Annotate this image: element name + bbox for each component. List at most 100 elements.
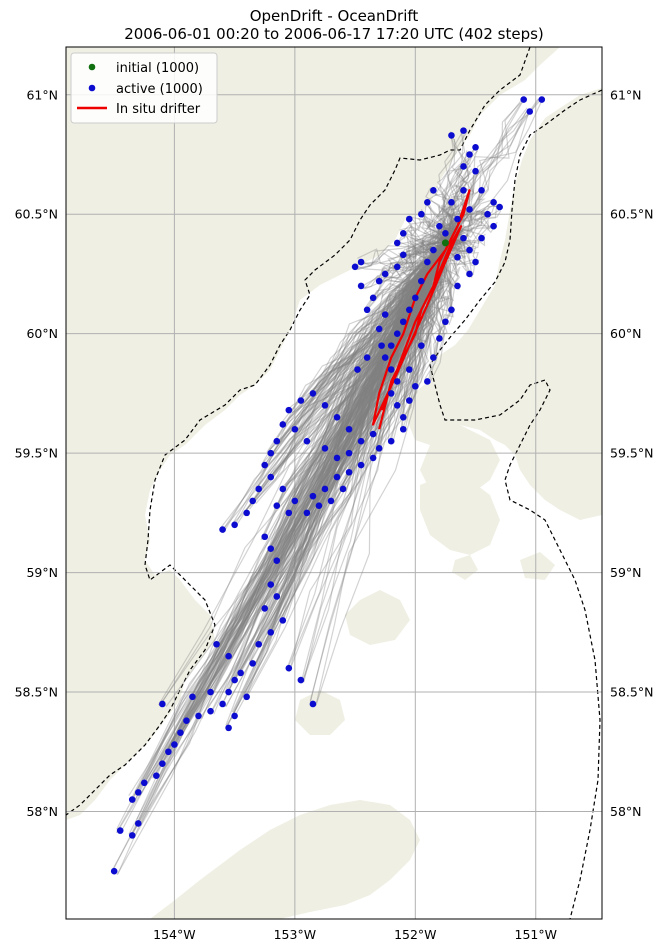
trajectory-line: [273, 242, 446, 562]
lat-tick-left-3: 59.5°N: [15, 446, 58, 461]
active-particle: [405, 366, 413, 373]
trajectory-line: [403, 242, 446, 417]
trajectory-line: [440, 238, 476, 255]
active-particle: [460, 187, 467, 194]
active-particle: [255, 485, 263, 493]
active-particle: [381, 311, 389, 318]
active-particle: [387, 342, 395, 349]
active-particle: [243, 693, 250, 701]
active-particle: [430, 187, 437, 194]
trajectory-line: [444, 134, 464, 244]
trajectory-line: [363, 242, 446, 290]
active-particle: [357, 461, 365, 469]
active-particle: [225, 688, 232, 696]
tick-labels: 58°N 58°N 58.5°N 58.5°N 59°N 59°N 59.5°N 59.5°N…: [15, 87, 654, 942]
active-particle: [418, 210, 425, 218]
trajectory-line: [332, 242, 446, 458]
active-particle: [393, 239, 401, 247]
trajectory-line: [368, 242, 446, 308]
trajectory-line: [170, 242, 446, 743]
trajectory-line: [375, 242, 446, 438]
trajectory-line: [349, 242, 446, 475]
trajectory-line: [387, 242, 446, 348]
trajectory-line: [440, 242, 462, 285]
trajectory-line: [120, 242, 446, 833]
trajectory-line: [441, 157, 469, 244]
trajectory-line: [286, 242, 446, 512]
trajectory-line: [133, 242, 446, 798]
trajectory-line: [426, 191, 452, 244]
trajectory-line: [235, 242, 446, 524]
lat-tick-right-2: 59°N: [610, 565, 642, 580]
trajectory-line: [351, 242, 446, 433]
active-particle: [261, 605, 269, 612]
active-particle: [472, 167, 479, 175]
trajectory-line: [405, 219, 447, 243]
active-particle: [213, 640, 220, 648]
trajectory-line: [277, 242, 446, 595]
trajectory-line: [270, 242, 446, 479]
active-particle: [393, 378, 401, 385]
trajectory-line: [269, 242, 446, 451]
active-particle: [237, 669, 244, 677]
active-particle: [442, 318, 449, 326]
initial-positions: [441, 239, 449, 247]
trajectory-line: [319, 242, 446, 505]
trajectory-line: [243, 242, 446, 513]
trajectory-line: [436, 223, 446, 247]
active-particle: [412, 382, 419, 390]
active-particle: [418, 342, 425, 349]
trajectory-line: [403, 224, 446, 245]
trajectory-line: [291, 242, 446, 498]
trajectory-line: [273, 242, 446, 595]
trajectory-line: [224, 242, 446, 528]
trajectory-line: [225, 242, 446, 707]
active-particle: [466, 206, 473, 213]
trajectory-line: [444, 99, 525, 244]
active-particle: [454, 282, 461, 290]
trajectory-line: [230, 242, 446, 684]
trajectory-line: [393, 242, 446, 345]
active-particle: [448, 306, 455, 314]
trajectory-line: [172, 242, 446, 743]
trajectory-line: [219, 242, 446, 530]
active-particle: [231, 712, 238, 720]
active-particle: [267, 449, 275, 457]
trajectory-line: [145, 242, 446, 781]
trajectory-line: [348, 242, 446, 477]
trajectory-line: [396, 242, 446, 270]
trajectory-line: [222, 242, 446, 534]
active-particle: [496, 203, 503, 211]
lon-tick-2: 152°W: [394, 927, 436, 942]
trajectory-line: [312, 242, 446, 397]
active-particle: [490, 222, 497, 230]
trajectory-line: [442, 157, 471, 243]
trajectory-line: [345, 242, 446, 458]
trajectory-line: [234, 242, 446, 681]
trajectory-line: [431, 186, 446, 243]
trajectory-line: [118, 242, 446, 829]
trajectory-line: [278, 242, 446, 618]
trajectory-line: [438, 242, 456, 312]
trajectory-line: [377, 242, 446, 280]
trajectory-line: [442, 143, 477, 243]
active-particle: [378, 342, 385, 349]
active-particle: [375, 325, 383, 333]
boundary-east: [429, 89, 602, 919]
trajectory-line: [372, 242, 446, 302]
trajectory-line: [116, 242, 446, 830]
active-particle: [267, 545, 275, 552]
active-particle: [225, 652, 232, 660]
trajectory-line: [182, 242, 446, 725]
lat-tick-left-5: 60.5°N: [15, 207, 58, 222]
trajectory-line: [356, 237, 446, 272]
trajectory-line: [381, 241, 446, 284]
trajectory-line: [434, 133, 457, 243]
trajectory-line: [440, 242, 453, 325]
active-particle: [484, 210, 491, 218]
active-particle: [267, 629, 275, 636]
trajectory-line: [268, 242, 446, 451]
trajectory-line: [297, 242, 446, 501]
active-particle: [303, 437, 311, 445]
trajectory-line: [266, 242, 446, 553]
